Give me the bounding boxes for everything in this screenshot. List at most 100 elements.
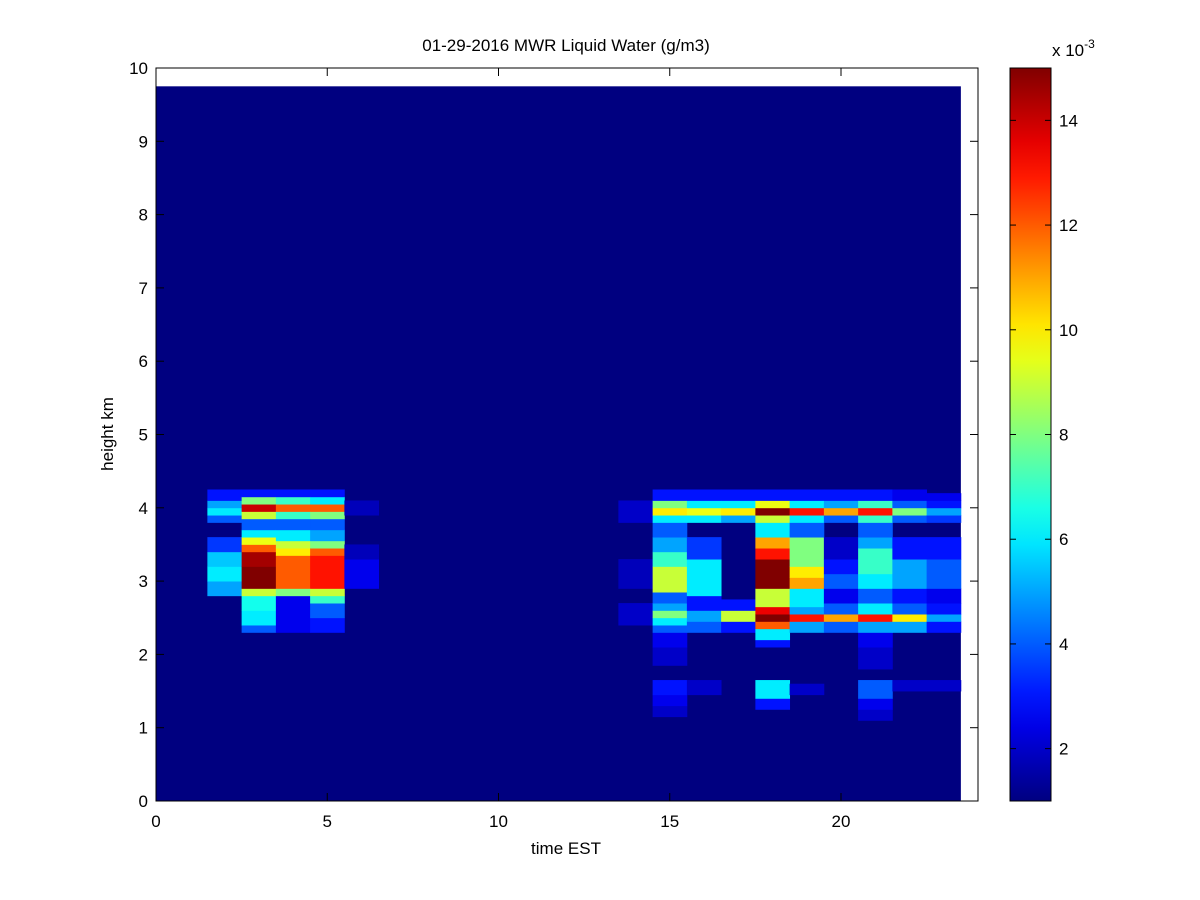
heatmap-cell bbox=[344, 559, 380, 589]
heatmap-cell bbox=[755, 698, 791, 710]
heatmap-cell bbox=[755, 515, 791, 523]
heatmap-cell bbox=[892, 603, 928, 615]
y-tick-label: 0 bbox=[139, 792, 148, 811]
heatmap-cell bbox=[823, 573, 859, 589]
heatmap-cell bbox=[310, 540, 345, 549]
heatmap-cell bbox=[310, 529, 345, 542]
colorbar-tick-label: 14 bbox=[1059, 111, 1078, 130]
heatmap-cell bbox=[823, 588, 859, 604]
heatmap-cell bbox=[926, 515, 962, 523]
y-tick-labels: 0 1 2 3 4 5 6 7 8 9 10 bbox=[129, 59, 148, 811]
heatmap-cell bbox=[823, 500, 859, 509]
x-tick-labels: 0 5 10 15 20 bbox=[151, 812, 850, 831]
heatmap-cell bbox=[926, 537, 962, 560]
heatmap-cell bbox=[755, 537, 791, 549]
heatmap-cell bbox=[858, 588, 893, 604]
colorbar-tick-label: 2 bbox=[1059, 740, 1068, 759]
heatmap-cell bbox=[755, 606, 791, 615]
heatmap-cell bbox=[858, 614, 893, 622]
heatmap-cell bbox=[823, 537, 859, 560]
x-tick-label: 15 bbox=[660, 812, 679, 831]
heatmap-cell bbox=[823, 603, 859, 615]
heatmap-cell bbox=[207, 489, 243, 501]
heatmap-cell bbox=[241, 610, 277, 626]
heatmap-cell bbox=[686, 680, 722, 696]
heatmap-cell bbox=[892, 537, 928, 560]
heatmap-cell bbox=[789, 500, 825, 509]
heatmap-cell bbox=[755, 588, 791, 608]
heatmap-cell bbox=[241, 518, 277, 531]
colorbar-exponent-base: x 10 bbox=[1052, 41, 1084, 60]
heatmap-cell bbox=[755, 639, 791, 648]
heatmap-cell bbox=[858, 522, 893, 538]
heatmap-cell bbox=[755, 507, 791, 516]
heatmap-cell bbox=[823, 515, 859, 523]
heatmap-cell bbox=[926, 603, 962, 615]
heatmap-cell bbox=[789, 507, 825, 516]
heatmap-cell bbox=[652, 617, 688, 626]
heatmap-background-cell bbox=[156, 86, 961, 801]
heatmap-cell bbox=[823, 621, 859, 633]
heatmap-cell bbox=[721, 621, 756, 633]
heatmap-cell bbox=[823, 489, 859, 501]
heatmap-cell bbox=[275, 511, 311, 520]
heatmap-cell bbox=[652, 625, 688, 633]
colorbar-tick-label: 12 bbox=[1059, 216, 1078, 235]
heatmap-cell bbox=[275, 489, 311, 498]
heatmap-cell bbox=[755, 614, 791, 622]
colorbar-exponent-power: -3 bbox=[1084, 37, 1095, 51]
heatmap-cell bbox=[207, 500, 243, 509]
heatmap-cell bbox=[721, 515, 756, 523]
heatmap-cell bbox=[652, 522, 688, 538]
heatmap-cell bbox=[755, 489, 791, 501]
heatmap-cell bbox=[652, 694, 688, 707]
colorbar-tick-label: 10 bbox=[1059, 321, 1078, 340]
heatmap-cell bbox=[275, 529, 311, 542]
heatmap-cell bbox=[755, 548, 791, 560]
heatmap-cell bbox=[241, 489, 277, 498]
heatmap-cell bbox=[789, 537, 825, 567]
heatmap-cell bbox=[241, 496, 277, 505]
heatmap-cell bbox=[241, 529, 277, 538]
heatmap-cell bbox=[789, 522, 825, 538]
heatmap-cell bbox=[755, 522, 791, 538]
heatmap-cell bbox=[686, 559, 722, 597]
heatmap-cell bbox=[275, 588, 311, 597]
heatmap-cell bbox=[618, 559, 654, 589]
x-tick-label: 20 bbox=[832, 812, 851, 831]
heatmap-cell bbox=[721, 500, 756, 509]
y-tick-label: 3 bbox=[139, 572, 148, 591]
heatmap-cell bbox=[652, 705, 688, 718]
heatmap-cell bbox=[241, 566, 277, 589]
heatmap-cell bbox=[207, 581, 243, 597]
chart-title: 01-29-2016 MWR Liquid Water (g/m3) bbox=[422, 36, 710, 55]
heatmap-cell bbox=[892, 489, 928, 501]
heatmap-cell bbox=[310, 595, 345, 604]
heatmap-cell bbox=[686, 507, 722, 516]
heatmap-cell bbox=[241, 511, 277, 520]
heatmap-cell bbox=[926, 680, 962, 692]
heatmap-cell bbox=[241, 504, 277, 512]
heatmap-cells bbox=[156, 86, 962, 801]
heatmap-cell bbox=[858, 632, 893, 648]
heatmap-cell bbox=[652, 515, 688, 523]
heatmap-cell bbox=[789, 621, 825, 633]
heatmap-cell bbox=[858, 709, 893, 721]
heatmap-cell bbox=[926, 621, 962, 633]
heatmap-cell bbox=[789, 577, 825, 589]
heatmap-cell bbox=[755, 628, 791, 641]
heatmap-cell bbox=[858, 515, 893, 523]
heatmap-cell bbox=[241, 544, 277, 553]
heatmap-cell bbox=[789, 566, 825, 578]
heatmap-cell bbox=[858, 603, 893, 615]
heatmap-cell bbox=[686, 621, 722, 633]
y-tick-label: 4 bbox=[139, 499, 148, 518]
heatmap-cell bbox=[926, 507, 962, 516]
heatmap-cell bbox=[926, 559, 962, 589]
heatmap-cell bbox=[858, 621, 893, 633]
heatmap-cell bbox=[789, 489, 825, 501]
heatmap-cell bbox=[686, 515, 722, 523]
heatmap-cell bbox=[618, 603, 654, 626]
heatmap-cell bbox=[652, 680, 688, 696]
